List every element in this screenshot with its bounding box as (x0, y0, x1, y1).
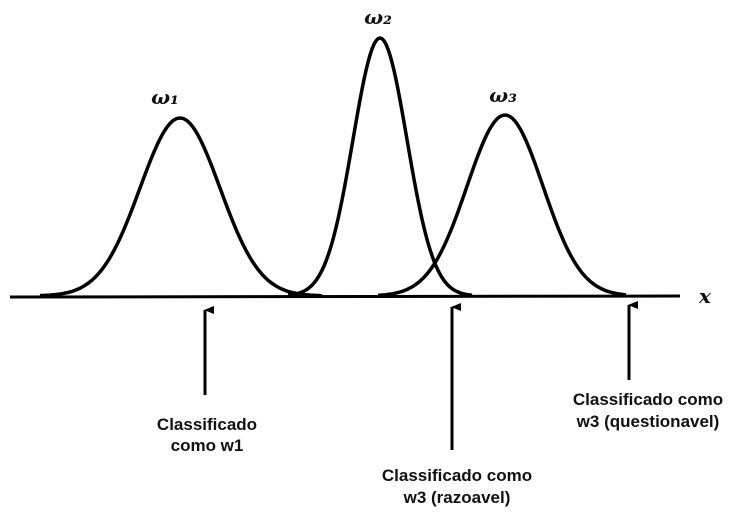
curve (377, 113, 627, 298)
curve (39, 116, 323, 298)
axis-label: x (698, 284, 712, 308)
curve-label: ω₂ (364, 5, 392, 29)
annotation: w3 (razoavel) (403, 488, 511, 507)
curve-label: ω₁ (151, 85, 179, 109)
curve-label: ω₃ (489, 83, 517, 107)
annotation: Classificado como (573, 390, 723, 409)
annotation: como w1 (171, 436, 244, 455)
x-axis (9, 294, 681, 299)
annotation: Classificado como (382, 466, 532, 485)
curve (287, 36, 473, 297)
annotation: Classificado (157, 415, 257, 434)
annotation: w3 (questionavel) (576, 412, 720, 431)
